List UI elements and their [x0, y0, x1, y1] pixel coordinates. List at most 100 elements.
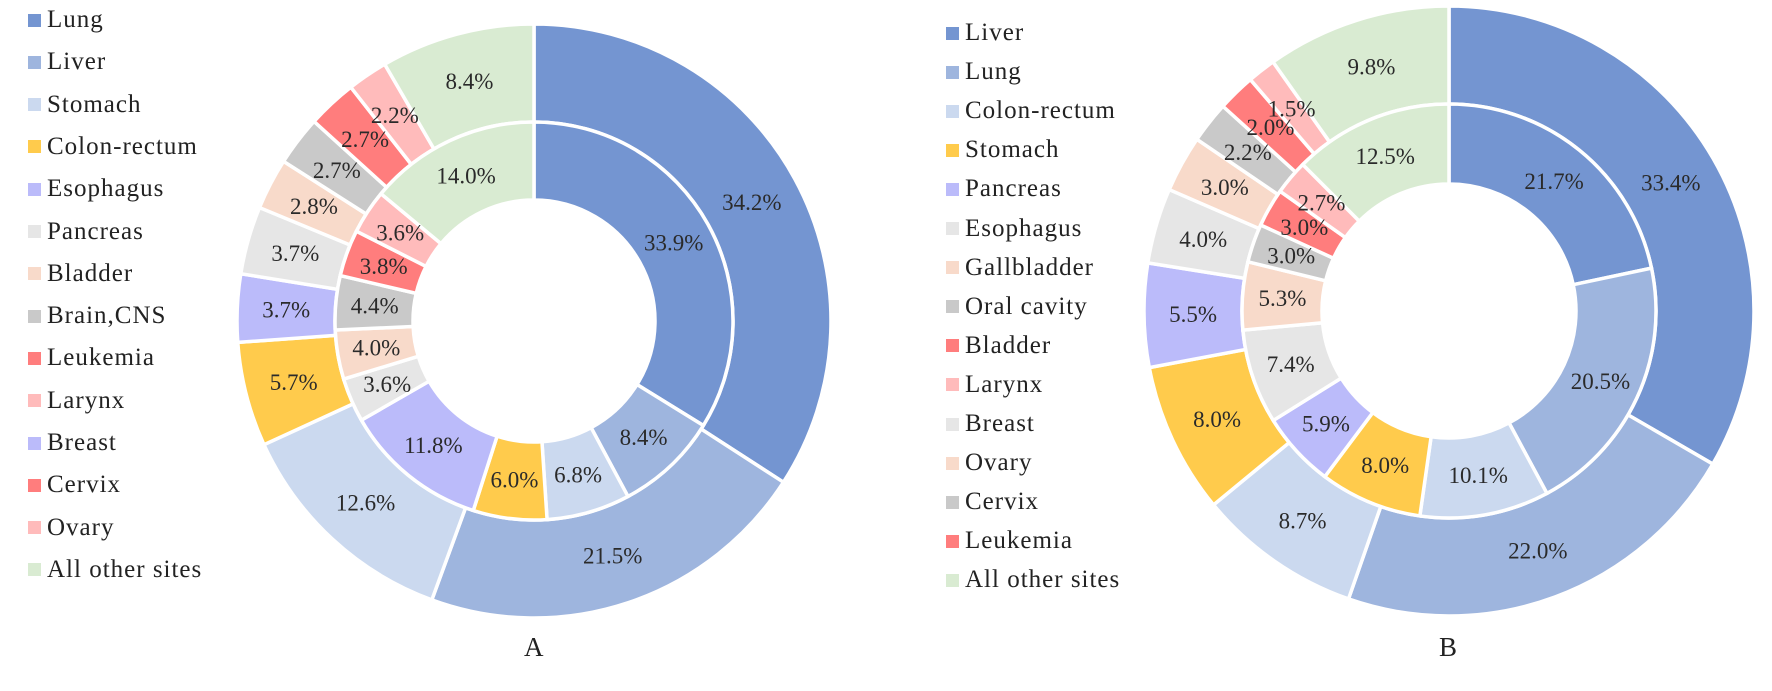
legend-swatch — [946, 104, 959, 118]
legend-label: Oral cavity — [965, 292, 1088, 320]
legend-swatch — [28, 436, 41, 450]
legend-label: Larynx — [965, 370, 1044, 398]
legend-swatch — [28, 225, 41, 238]
legend-item-bladder: Bladder — [28, 259, 133, 289]
legend-item-ovary: Ovary — [28, 513, 114, 543]
legend-item-gallbladder: Gallbladder — [946, 253, 1094, 283]
data-label-inner-lung: 20.5% — [1571, 369, 1630, 394]
legend-swatch — [946, 456, 959, 470]
legend-label: Esophagus — [47, 175, 165, 203]
data-label-inner-pancreas: 3.6% — [363, 372, 411, 397]
legend-swatch — [28, 13, 41, 27]
legend-swatch — [28, 478, 41, 492]
data-label-inner-ovary: 5.3% — [1258, 286, 1306, 311]
legend-swatch — [28, 140, 41, 154]
legend-label: Cervix — [47, 471, 122, 499]
data-label-outer-esophagus: 4.0% — [1179, 227, 1227, 252]
data-label-outer-pancreas: 3.7% — [271, 241, 319, 266]
data-label-inner-leukemia: 3.0% — [1280, 215, 1328, 240]
legend-swatch — [28, 351, 41, 365]
legend-swatch — [946, 339, 959, 353]
data-label-inner-all-other-sites: 12.5% — [1355, 144, 1414, 169]
legend-label: Esophagus — [965, 214, 1083, 242]
data-label-outer-liver: 21.5% — [583, 544, 642, 569]
legend-item-larynx: Larynx — [28, 386, 125, 416]
legend-label: Bladder — [965, 331, 1052, 359]
legend-item-esophagus: Esophagus — [946, 214, 1082, 244]
data-label-inner-ovary: 3.6% — [376, 221, 424, 246]
legend-item-pancreas: Pancreas — [946, 174, 1062, 204]
data-label-outer-leukemia: 2.7% — [341, 127, 389, 152]
legend-item-colon-rectum: Colon-rectum — [946, 96, 1116, 126]
data-label-outer-bladder: 2.8% — [290, 194, 338, 219]
legend-swatch — [28, 563, 41, 577]
legend-label: Lung — [965, 58, 1022, 86]
data-label-inner-colon-rectum: 10.1% — [1448, 463, 1507, 488]
legend-item-all-other-sites: All other sites — [28, 555, 202, 585]
data-label-outer-gallbladder: 3.0% — [1201, 175, 1249, 200]
data-label-inner-lung: 33.9% — [644, 231, 703, 256]
data-label-inner-cervix: 3.8% — [360, 254, 408, 279]
legend-label: All other sites — [965, 566, 1121, 594]
legend-item-all-other-sites: All other sites — [946, 565, 1120, 595]
legend-item-leukemia: Leukemia — [946, 526, 1073, 556]
legend-label: Ovary — [47, 513, 115, 541]
legend-label: Ovary — [965, 449, 1033, 477]
legend-label: Stomach — [47, 90, 142, 118]
legend-swatch — [28, 182, 41, 196]
data-label-outer-colon-rectum: 8.7% — [1279, 508, 1327, 533]
data-label-outer-liver: 33.4% — [1641, 171, 1700, 196]
data-label-inner-stomach: 6.8% — [554, 462, 602, 487]
data-label-outer-colon-rectum: 5.7% — [270, 370, 318, 395]
legend-label: Larynx — [47, 386, 126, 414]
legend-label: Pancreas — [965, 175, 1062, 203]
data-label-outer-brain-cns: 2.7% — [313, 158, 361, 183]
slice-inner-lung — [1506, 266, 1658, 496]
legend-swatch — [946, 143, 959, 157]
legend-label: Pancreas — [47, 217, 144, 245]
legend-item-brain-cns: Brain,CNS — [28, 301, 166, 331]
legend-swatch — [946, 222, 959, 235]
data-label-inner-stomach: 8.0% — [1361, 453, 1409, 478]
data-label-inner-brain-cns: 4.4% — [351, 294, 399, 319]
legend-item-bladder: Bladder — [946, 331, 1051, 361]
legend-label: Gallbladder — [965, 253, 1095, 281]
legend-item-lung: Lung — [946, 57, 1022, 87]
legend-label: Liver — [47, 48, 107, 76]
legend-item-oral-cavity: Oral cavity — [946, 292, 1088, 322]
legend-label: Lung — [47, 6, 104, 33]
legend-swatch — [946, 495, 959, 509]
data-label-inner-pancreas: 5.9% — [1302, 411, 1350, 436]
legend-swatch — [946, 573, 959, 587]
data-label-inner-colon-rectum: 6.0% — [491, 467, 539, 492]
data-label-outer-larynx: 2.2% — [371, 103, 419, 128]
data-label-outer-lung: 22.0% — [1508, 539, 1567, 564]
legend-item-lung: Lung — [28, 5, 104, 35]
legend-label: Brain,CNS — [47, 302, 167, 330]
legend-swatch — [946, 26, 959, 40]
data-label-outer-esophagus: 3.7% — [262, 298, 310, 323]
data-label-inner-bladder: 4.0% — [352, 336, 400, 361]
data-label-outer-stomach: 8.0% — [1193, 407, 1241, 432]
legend-item-liver: Liver — [946, 18, 1024, 48]
legend-item-larynx: Larynx — [946, 370, 1043, 400]
data-label-inner-cervix: 3.0% — [1267, 244, 1315, 269]
legend-label: Breast — [47, 429, 117, 456]
legend-swatch — [946, 300, 959, 314]
legend-swatch — [946, 417, 959, 431]
legend-swatch — [28, 267, 41, 281]
slice-inner-lung — [532, 120, 735, 428]
panel-title-b: B — [1439, 632, 1458, 662]
slice-inner-all-other-sites — [1300, 102, 1451, 224]
legend-swatch — [946, 182, 959, 196]
legend-label: All other sites — [47, 555, 203, 583]
legend-label: Leukemia — [965, 527, 1073, 555]
data-label-outer-bladder: 2.0% — [1246, 115, 1294, 140]
slice-inner-liver — [1447, 102, 1654, 287]
legend-swatch — [946, 261, 959, 275]
data-label-inner-liver: 21.7% — [1524, 169, 1583, 194]
legend-item-liver: Liver — [28, 47, 106, 77]
legend-swatch — [28, 55, 41, 69]
legend-swatch — [28, 309, 41, 323]
data-label-inner-breast: 7.4% — [1267, 352, 1315, 377]
